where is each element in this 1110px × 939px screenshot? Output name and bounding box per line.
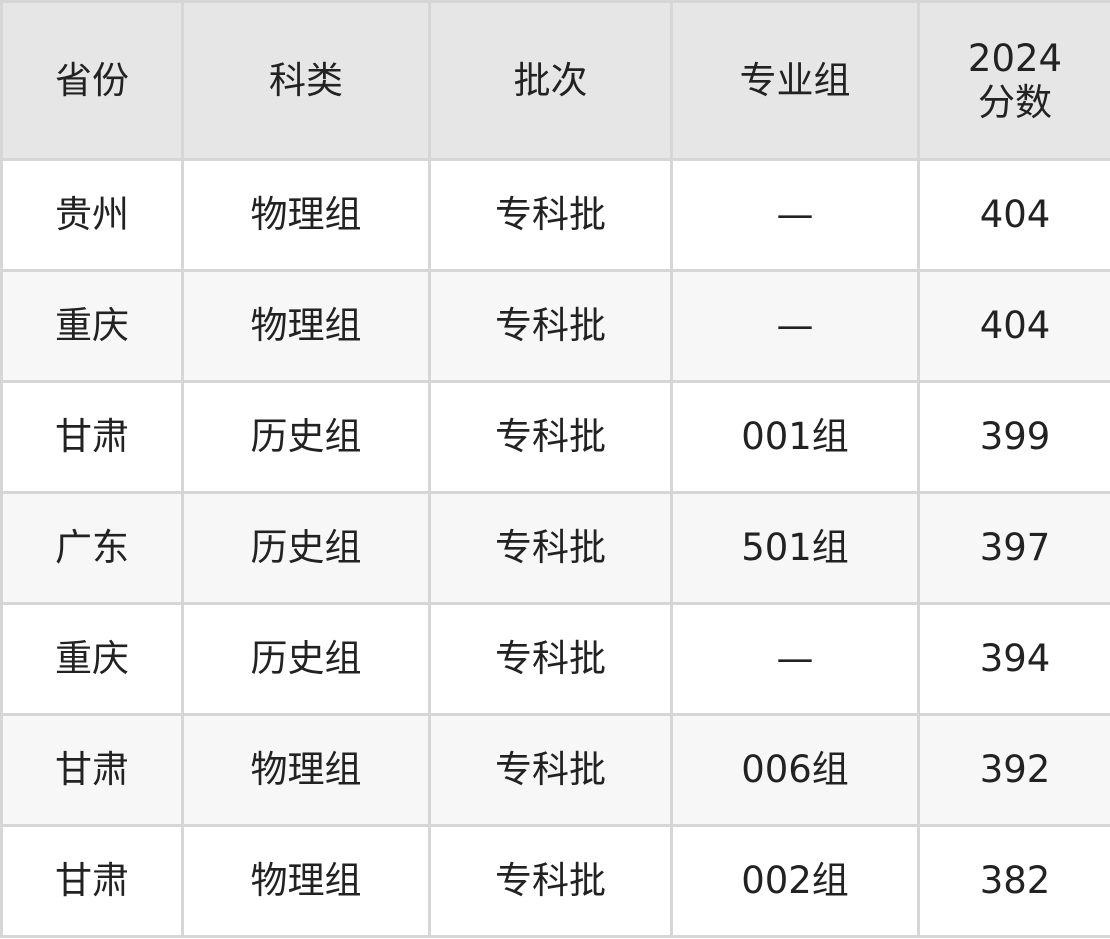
table-row: 重庆 历史组 专科批 —394: [0, 602, 1110, 716]
cell-batch: 专科批: [428, 713, 673, 827]
cell-province: 广东: [0, 491, 184, 605]
table-row: 重庆 物理组 专科批 —404: [0, 269, 1110, 383]
cell-score: 404: [917, 269, 1110, 383]
cell-subject: 历史组: [181, 380, 431, 494]
header-score-year: 2024: [967, 36, 1063, 80]
cell-province: 重庆: [0, 269, 184, 383]
cell-major-group: —: [670, 269, 920, 383]
cell-batch: 专科批: [428, 380, 673, 494]
cell-score: 404: [917, 158, 1110, 272]
header-major-group: 专业组: [670, 0, 920, 161]
cell-subject: 历史组: [181, 491, 431, 605]
cell-score: 392: [917, 713, 1110, 827]
cell-subject: 物理组: [181, 269, 431, 383]
cell-batch: 专科批: [428, 269, 673, 383]
cell-subject: 物理组: [181, 713, 431, 827]
cell-subject: 物理组: [181, 824, 431, 938]
cell-province: 重庆: [0, 602, 184, 716]
header-batch: 批次: [428, 0, 673, 161]
cell-batch: 专科批: [428, 491, 673, 605]
cell-subject: 物理组: [181, 158, 431, 272]
header-score: 2024 分数: [917, 0, 1110, 161]
cell-province: 甘肃: [0, 824, 184, 938]
cell-batch: 专科批: [428, 158, 673, 272]
header-score-label: 分数: [978, 80, 1052, 124]
header-row: 省份 科类 批次 专业组 2024 分数: [0, 0, 1110, 161]
table-row: 甘肃 物理组 专科批 006组 392: [0, 713, 1110, 827]
cell-major-group: 006组: [670, 713, 920, 827]
cell-score: 399: [917, 380, 1110, 494]
cell-major-group: 501组: [670, 491, 920, 605]
cell-major-group: 001组: [670, 380, 920, 494]
cell-major-group: —: [670, 602, 920, 716]
cell-major-group: —: [670, 158, 920, 272]
header-province: 省份: [0, 0, 184, 161]
cell-subject: 历史组: [181, 602, 431, 716]
cell-batch: 专科批: [428, 602, 673, 716]
cell-batch: 专科批: [428, 824, 673, 938]
header-subject: 科类: [181, 0, 431, 161]
cell-major-group: 002组: [670, 824, 920, 938]
cell-score: 382: [917, 824, 1110, 938]
cell-province: 甘肃: [0, 713, 184, 827]
table-row: 贵州 物理组 专科批 —404: [0, 158, 1110, 272]
table-row: 甘肃 物理组 专科批 002组 382: [0, 824, 1110, 938]
table-row: 广东 历史组 专科批 501组 397: [0, 491, 1110, 605]
cell-score: 397: [917, 491, 1110, 605]
cell-province: 贵州: [0, 158, 184, 272]
cell-score: 394: [917, 602, 1110, 716]
cell-province: 甘肃: [0, 380, 184, 494]
table-row: 甘肃 历史组 专科批 001组 399: [0, 380, 1110, 494]
